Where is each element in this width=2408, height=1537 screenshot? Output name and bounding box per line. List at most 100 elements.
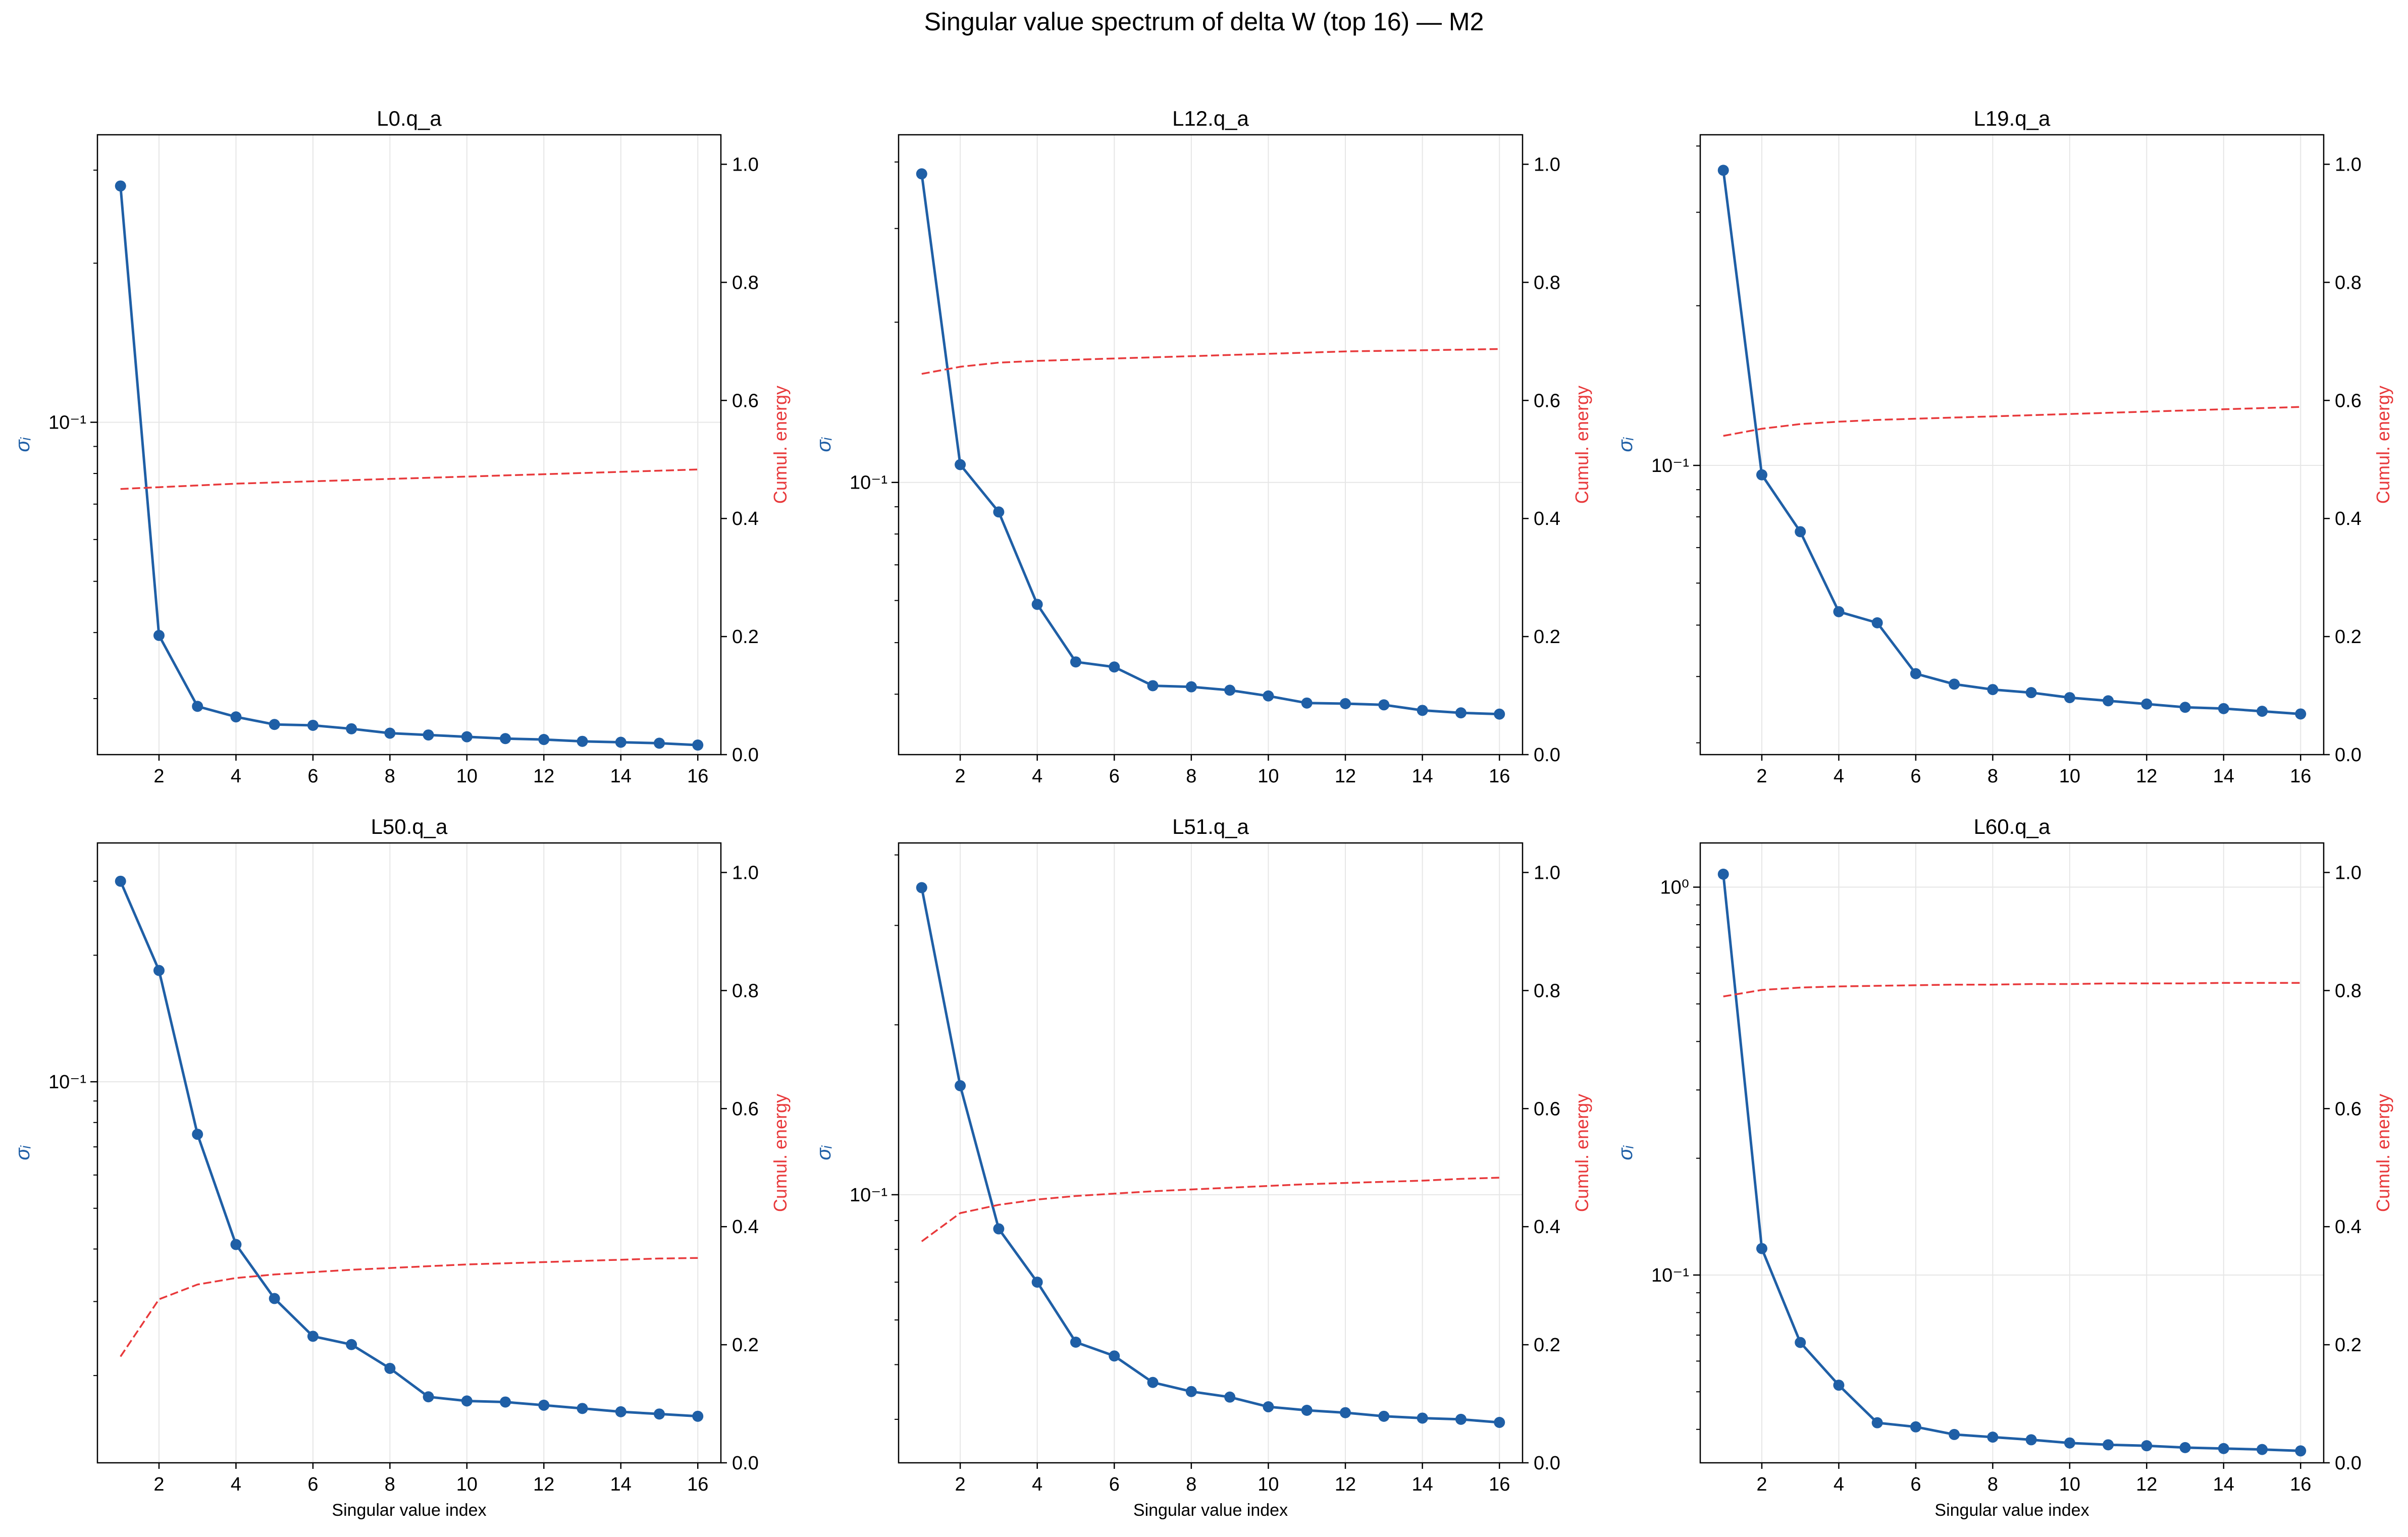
sigma-series-line [920, 887, 1500, 1424]
sigma-point [993, 506, 1005, 518]
sigma-point [461, 1395, 473, 1407]
sigma-point [654, 1408, 665, 1420]
x-tick-label: 10 [456, 766, 478, 787]
sigma-point [1455, 1413, 1467, 1425]
x-tick-label: 12 [1335, 1474, 1356, 1495]
sigma-point [1795, 526, 1806, 538]
sigma-point [2257, 1444, 2268, 1455]
x-tick-label: 14 [610, 1474, 632, 1495]
sigma-point [423, 729, 434, 741]
sigma-point [1871, 1417, 1883, 1428]
x-tick-label: 10 [1258, 1474, 1279, 1495]
sigma-point [500, 733, 511, 745]
y-right-tick-label: 0.8 [732, 980, 759, 1001]
sigma-point [577, 735, 588, 747]
y-left-label: σᵢ [1614, 1145, 1637, 1160]
sigma-point [230, 1239, 242, 1250]
x-tick-label: 8 [1987, 1474, 1998, 1495]
x-tick-label: 16 [2290, 766, 2311, 787]
sigma-point [993, 1223, 1005, 1235]
sigma-point [1340, 1407, 1351, 1418]
y-right-tick-label: 0.8 [1534, 272, 1560, 293]
y-right-label: Cumul. energy [2373, 1094, 2393, 1212]
axes-frame [96, 134, 722, 756]
y-left-label: σᵢ [12, 437, 34, 452]
sigma-point [955, 1080, 966, 1091]
sigma-point [2141, 698, 2153, 710]
y-left-tick-label: 10⁻¹ [1651, 455, 1689, 476]
y-right-tick-label: 0.4 [2335, 1216, 2362, 1238]
x-axis-label: Singular value index [332, 1501, 486, 1520]
sigma-point [692, 1410, 704, 1422]
sigma-point [692, 739, 704, 751]
y-right-label: Cumul. energy [1572, 386, 1592, 504]
y-right-tick-label: 1.0 [732, 862, 759, 883]
y-right-tick-label: 0.8 [732, 272, 759, 293]
sigma-series-line [119, 880, 698, 1418]
y-right-tick-label: 0.0 [2335, 745, 2362, 766]
x-tick-label: 4 [1032, 1474, 1042, 1495]
x-tick-label: 4 [231, 1474, 241, 1495]
y-right-tick-label: 0.6 [732, 1098, 759, 1120]
sigma-point [192, 1129, 203, 1140]
sigma-point [2141, 1440, 2153, 1452]
x-tick-label: 8 [1186, 766, 1196, 787]
sigma-point [153, 629, 165, 641]
y-right-tick-label: 0.6 [2335, 1098, 2362, 1120]
sigma-point [1987, 1432, 1999, 1443]
y-right-label: Cumul. energy [770, 1094, 791, 1212]
sigma-point [384, 727, 396, 739]
y-right-tick-label: 1.0 [1534, 154, 1560, 175]
sigma-point [916, 882, 927, 893]
sigma-point [423, 1391, 434, 1403]
sigma-point [1910, 668, 1921, 679]
y-left-tick-label: 10⁰ [1660, 877, 1689, 898]
subplot-title: L19.q_a [1974, 107, 2051, 130]
sigma-point [384, 1362, 396, 1374]
y-right-tick-label: 0.2 [2335, 1335, 2362, 1356]
x-tick-label: 2 [153, 1474, 164, 1495]
x-tick-label: 16 [1489, 1474, 1510, 1495]
y-left-label: σᵢ [12, 1145, 34, 1160]
sigma-point [269, 1293, 280, 1304]
subplot-L12-q_a: 2 4 6 8 10 12 14 16 10⁻¹ 0.0 0.2 0.4 0.6 0.8 1.0 L12.q_… [813, 107, 1592, 787]
x-tick-label: 14 [1411, 766, 1433, 787]
y-right-tick-label: 0.0 [1534, 1453, 1560, 1474]
y-right-tick-label: 1.0 [732, 154, 759, 175]
x-tick-label: 6 [307, 1474, 318, 1495]
x-tick-label: 2 [955, 766, 966, 787]
sigma-point [269, 719, 280, 730]
cumulative-energy-line [1723, 406, 2301, 437]
sigma-point [1455, 707, 1467, 719]
sigma-point [2025, 1434, 2037, 1446]
x-tick-label: 16 [687, 766, 708, 787]
cumulative-energy-line [1723, 982, 2301, 997]
sigma-point [1301, 1405, 1313, 1416]
y-right-tick-label: 1.0 [2335, 154, 2362, 175]
x-tick-label: 8 [1987, 766, 1998, 787]
y-right-tick-label: 0.8 [1534, 980, 1560, 1001]
x-tick-label: 10 [2059, 766, 2080, 787]
sigma-point [1833, 606, 1845, 617]
x-tick-label: 4 [1834, 766, 1844, 787]
sigma-point [2179, 702, 2191, 713]
x-tick-label: 10 [2059, 1474, 2080, 1495]
y-left-label: σᵢ [1614, 437, 1637, 452]
figure-title: Singular value spectrum of delta W (top … [924, 8, 1484, 36]
y-right-tick-label: 0.6 [1534, 390, 1560, 411]
x-tick-label: 10 [456, 1474, 478, 1495]
sigma-point [577, 1403, 588, 1414]
sigma-series-line [1722, 874, 2301, 1452]
x-tick-label: 6 [1910, 1474, 1921, 1495]
y-right-tick-label: 0.6 [732, 390, 759, 411]
sigma-series-line [119, 186, 698, 747]
subplot-title: L50.q_a [371, 815, 448, 838]
sigma-point [2218, 703, 2229, 714]
cumulative-energy-line [921, 348, 1500, 375]
sigma-point [1147, 1376, 1159, 1388]
y-right-label: Cumul. energy [1572, 1094, 1592, 1212]
x-tick-label: 16 [687, 1474, 708, 1495]
sigma-point [500, 1396, 511, 1408]
y-right-tick-label: 0.0 [732, 745, 759, 766]
y-right-tick-label: 0.4 [732, 508, 759, 529]
